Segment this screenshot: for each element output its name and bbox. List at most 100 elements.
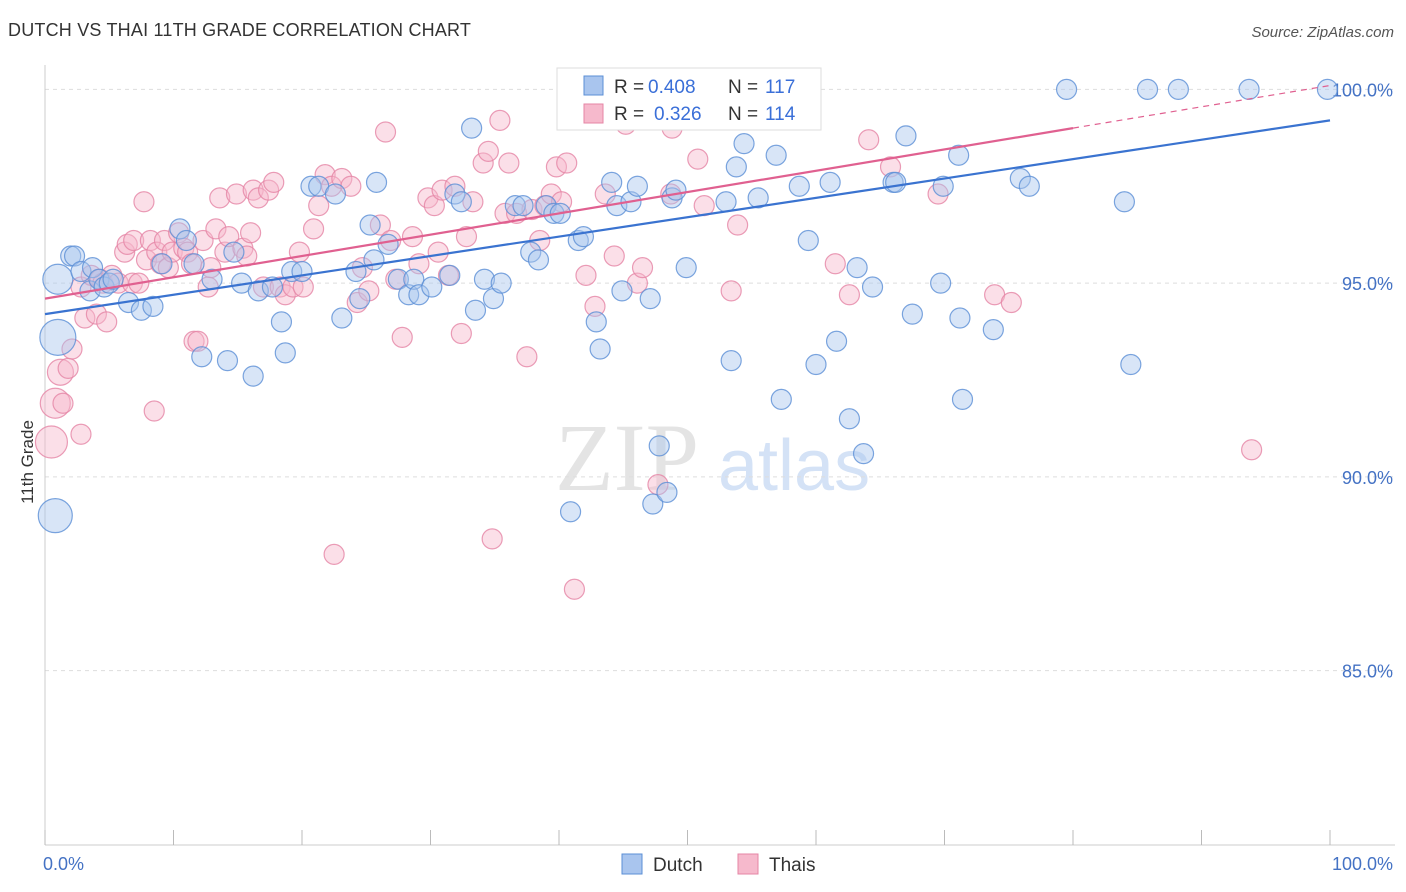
scatter-point	[575, 264, 597, 286]
scatter-point	[675, 257, 697, 279]
scatter-point	[1018, 175, 1040, 197]
scatter-point	[216, 350, 239, 372]
scatter-point	[291, 260, 313, 283]
scatter-point	[349, 288, 371, 310]
scatter-point	[715, 191, 737, 213]
x-tick-label: 0.0%	[43, 854, 84, 874]
scatter-point	[733, 133, 755, 155]
scatter-point	[770, 388, 792, 410]
scatter-point	[359, 214, 381, 236]
scatter-point	[439, 264, 461, 286]
scatter-point	[861, 276, 884, 298]
scatter-point	[431, 179, 453, 201]
scatter-point	[462, 191, 484, 213]
scatter-point	[96, 311, 118, 333]
scatter-point	[1113, 191, 1136, 213]
scatter-point	[242, 365, 264, 387]
legend-thai-n-label: N =	[728, 104, 758, 125]
series-legend: Dutch Thais	[621, 853, 815, 876]
scatter-point	[308, 195, 330, 217]
scatter-point	[1000, 291, 1022, 314]
legend-dutch-r-value: 0.408	[648, 77, 696, 98]
scatter-point	[102, 268, 124, 290]
scatter-point	[292, 276, 314, 298]
scatter-point	[930, 272, 952, 294]
watermark-zip: ZIP	[555, 404, 699, 511]
stats-legend: R = 0.408 N = 117 R = 0.326 N = 114	[556, 67, 822, 131]
scatter-point	[450, 322, 472, 345]
scatter-point	[42, 263, 74, 295]
legend-thai-r-label: R =	[614, 104, 644, 125]
scatter-point	[1120, 353, 1142, 376]
scatter-point	[797, 229, 819, 252]
scatter-point	[765, 144, 787, 166]
scatter-point	[626, 175, 648, 197]
scatter-point	[133, 191, 155, 213]
scatter-point	[191, 346, 213, 368]
scatter-point	[314, 164, 336, 186]
scatter-point	[951, 388, 974, 410]
scatter-point	[408, 284, 430, 306]
y-tick-label: 100.0%	[1332, 80, 1393, 100]
scatter-point	[490, 272, 512, 294]
scatter-point	[346, 291, 368, 314]
scatter-point	[747, 187, 769, 209]
scatter-point	[387, 268, 409, 290]
scatter-point	[639, 288, 661, 310]
scatter-point	[665, 179, 687, 201]
scatter-point	[895, 125, 917, 147]
scatter-point	[374, 121, 397, 143]
scatter-point	[948, 144, 970, 166]
dutch-points	[37, 78, 1339, 534]
scatter-point	[177, 241, 199, 263]
scatter-point	[274, 284, 296, 306]
scatter-point	[175, 229, 197, 252]
scatter-point	[1167, 78, 1189, 100]
scatter-point	[559, 501, 582, 523]
scatter-point	[358, 280, 380, 302]
scatter-point	[846, 257, 868, 279]
scatter-point	[472, 152, 494, 174]
thai-points	[34, 109, 1263, 600]
scatter-point	[720, 350, 742, 372]
scatter-point	[331, 307, 353, 329]
scatter-point	[589, 338, 611, 360]
scatter-point	[427, 241, 449, 263]
scatter-point	[1055, 78, 1078, 100]
legend-thai-n-value: 114	[765, 104, 796, 125]
scatter-point	[720, 280, 742, 302]
scatter-point	[209, 187, 231, 209]
y-tick-label: 85.0%	[1342, 662, 1393, 682]
scatter-point	[901, 303, 923, 325]
scatter-point	[885, 171, 907, 193]
scatter-point	[464, 299, 487, 321]
scatter-point	[377, 233, 399, 255]
scatter-point	[527, 249, 550, 271]
scatter-point	[838, 284, 861, 306]
scatter-point	[363, 249, 385, 271]
scatter-point	[504, 195, 526, 217]
scatter-point	[647, 474, 669, 496]
dutch-trend-line	[44, 119, 1331, 316]
scatter-point	[563, 578, 586, 600]
legend-thai-r-value: 0.326	[654, 104, 702, 125]
scatter-point	[70, 260, 92, 283]
scatter-point	[1009, 167, 1031, 190]
scatter-point	[37, 498, 73, 534]
scatter-point	[603, 245, 625, 267]
scatter-point	[788, 175, 810, 197]
scatter-point	[473, 268, 496, 290]
scatter-point	[57, 357, 79, 379]
scatter-point	[223, 241, 245, 263]
scatter-point	[302, 218, 325, 240]
scatter-point	[274, 342, 296, 364]
legend-dutch-n-value: 117	[765, 77, 795, 98]
scatter-point	[520, 241, 542, 263]
watermark-atlas: atlas	[718, 426, 870, 506]
scatter-point	[656, 481, 678, 503]
trend-lines	[44, 84, 1331, 316]
scatter-point	[982, 319, 1004, 341]
scatter-point	[477, 140, 499, 162]
bottom-legend-dutch-label: Dutch	[653, 855, 703, 876]
scatter-point	[205, 218, 227, 240]
